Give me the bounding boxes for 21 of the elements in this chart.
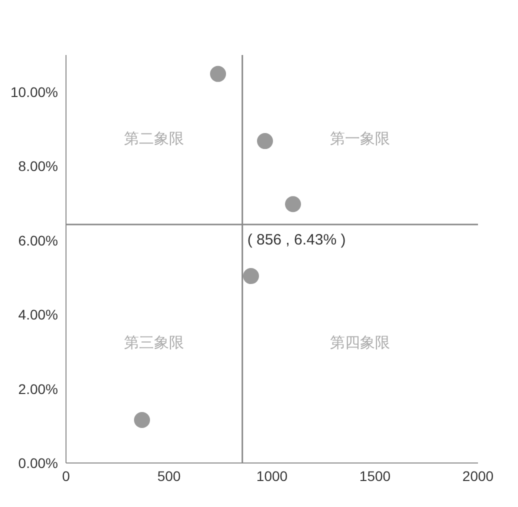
y-tick-label: 8.00%: [18, 158, 58, 174]
point: [210, 66, 226, 82]
y-tick-label: 0.00%: [18, 454, 58, 471]
point: [242, 268, 259, 284]
x-tick-label: 0: [62, 468, 70, 484]
y-tick-label: 10.00%: [10, 84, 58, 100]
x-tick-label: 2000: [462, 468, 494, 484]
y-tick-label: 6.00%: [18, 232, 58, 248]
annotation: ( 856 , 6.43% ): [247, 232, 346, 249]
annotation: 第一象限: [330, 130, 390, 148]
point: [256, 133, 273, 150]
point: [134, 412, 150, 428]
y-tick-label: 2.00%: [18, 380, 58, 397]
x-tick-label: 1500: [359, 468, 391, 484]
x-tick-label: 1000: [256, 468, 288, 484]
annotation: 第三象限: [124, 334, 184, 352]
annotation: 第四象限: [330, 334, 390, 352]
y-tick-label: 4.00%: [18, 306, 58, 323]
annotation: 第二象限: [124, 130, 184, 148]
point: [285, 196, 302, 212]
x-tick-label: 500: [157, 468, 181, 484]
